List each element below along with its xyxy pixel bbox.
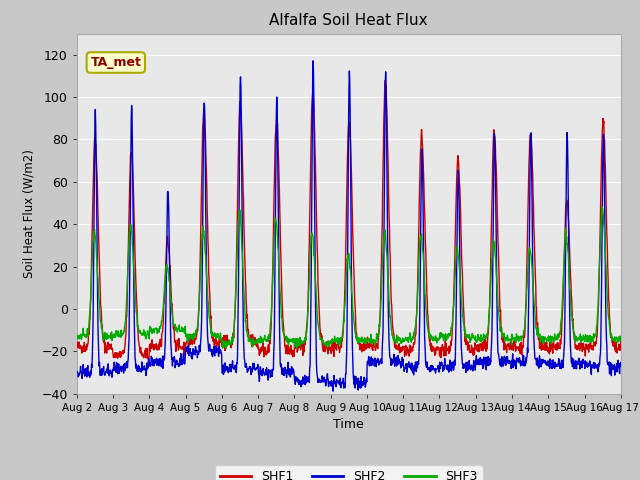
X-axis label: Time: Time xyxy=(333,418,364,431)
Legend: SHF1, SHF2, SHF3: SHF1, SHF2, SHF3 xyxy=(214,465,483,480)
Text: TA_met: TA_met xyxy=(90,56,141,69)
Y-axis label: Soil Heat Flux (W/m2): Soil Heat Flux (W/m2) xyxy=(23,149,36,278)
Title: Alfalfa Soil Heat Flux: Alfalfa Soil Heat Flux xyxy=(269,13,428,28)
